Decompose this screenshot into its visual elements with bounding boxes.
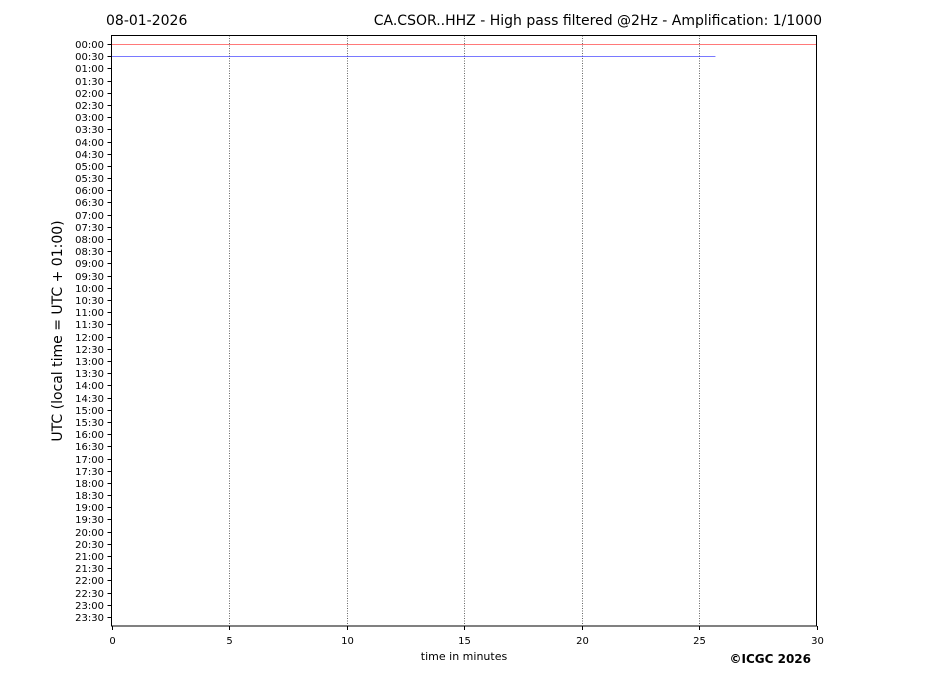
y-tick-label: 18:00 <box>75 479 104 490</box>
x-tick-label: 5 <box>226 636 232 647</box>
x-tick-label: 30 <box>811 636 824 647</box>
y-tick-label: 17:30 <box>75 467 104 478</box>
y-tick-label: 01:00 <box>75 64 104 75</box>
y-tick-label: 21:30 <box>75 564 104 575</box>
y-tick-label: 12:30 <box>75 345 104 356</box>
y-tick-label: 12:00 <box>75 333 104 344</box>
y-tick-label: 08:00 <box>75 235 104 246</box>
y-tick-label: 10:00 <box>75 284 104 295</box>
y-tick-label: 13:00 <box>75 357 104 368</box>
y-tick-label: 09:00 <box>75 259 104 270</box>
y-tick-label: 01:30 <box>75 77 104 88</box>
date-title: 08-01-2026 <box>106 13 187 29</box>
y-tick-label: 02:00 <box>75 89 104 100</box>
y-tick-label: 00:00 <box>75 40 104 51</box>
y-tick-label: 11:00 <box>75 308 104 319</box>
y-tick-label: 16:00 <box>75 430 104 441</box>
y-tick-label: 17:00 <box>75 455 104 466</box>
y-tick-label: 07:30 <box>75 223 104 234</box>
y-tick-label: 20:00 <box>75 528 104 539</box>
y-tick-label: 23:30 <box>75 613 104 624</box>
x-tick-label: 10 <box>341 636 354 647</box>
x-tick-label: 0 <box>109 636 115 647</box>
x-tick-label: 20 <box>576 636 589 647</box>
y-tick-label: 19:00 <box>75 503 104 514</box>
y-tick-label: 04:30 <box>75 150 104 161</box>
y-tick-label: 09:30 <box>75 272 104 283</box>
y-tick-label: 03:30 <box>75 125 104 136</box>
y-axis-label: UTC (local time = UTC + 01:00) <box>50 220 66 441</box>
y-tick-label: 07:00 <box>75 211 104 222</box>
y-tick-label: 08:30 <box>75 247 104 258</box>
y-tick-label: 13:30 <box>75 369 104 380</box>
y-tick-label: 19:30 <box>75 515 104 526</box>
y-tick-label: 11:30 <box>75 320 104 331</box>
y-tick-label: 06:00 <box>75 186 104 197</box>
x-tick-label: 15 <box>458 636 471 647</box>
y-tick-label: 18:30 <box>75 491 104 502</box>
y-tick-label: 14:30 <box>75 394 104 405</box>
y-tick-label: 05:30 <box>75 174 104 185</box>
y-tick-label: 21:00 <box>75 552 104 563</box>
x-tick-label: 25 <box>693 636 706 647</box>
y-tick-label: 14:00 <box>75 381 104 392</box>
copyright: ©ICGC 2026 <box>729 652 811 666</box>
y-tick-label: 23:00 <box>75 601 104 612</box>
x-axis-label: time in minutes <box>421 650 508 663</box>
y-tick-label: 03:00 <box>75 113 104 124</box>
y-tick-label: 15:00 <box>75 406 104 417</box>
y-tick-label: 02:30 <box>75 101 104 112</box>
plot-frame <box>111 35 817 627</box>
y-tick-label: 00:30 <box>75 52 104 63</box>
y-tick-label: 06:30 <box>75 198 104 209</box>
y-tick-label: 05:00 <box>75 162 104 173</box>
y-tick-label: 22:00 <box>75 576 104 587</box>
y-tick-label: 16:30 <box>75 442 104 453</box>
y-tick-label: 10:30 <box>75 296 104 307</box>
y-tick-label: 04:00 <box>75 138 104 149</box>
chart-title: CA.CSOR..HHZ - High pass filtered @2Hz -… <box>374 13 822 29</box>
y-tick-label: 22:30 <box>75 589 104 600</box>
y-tick-label: 15:30 <box>75 418 104 429</box>
y-tick-label: 20:30 <box>75 540 104 551</box>
